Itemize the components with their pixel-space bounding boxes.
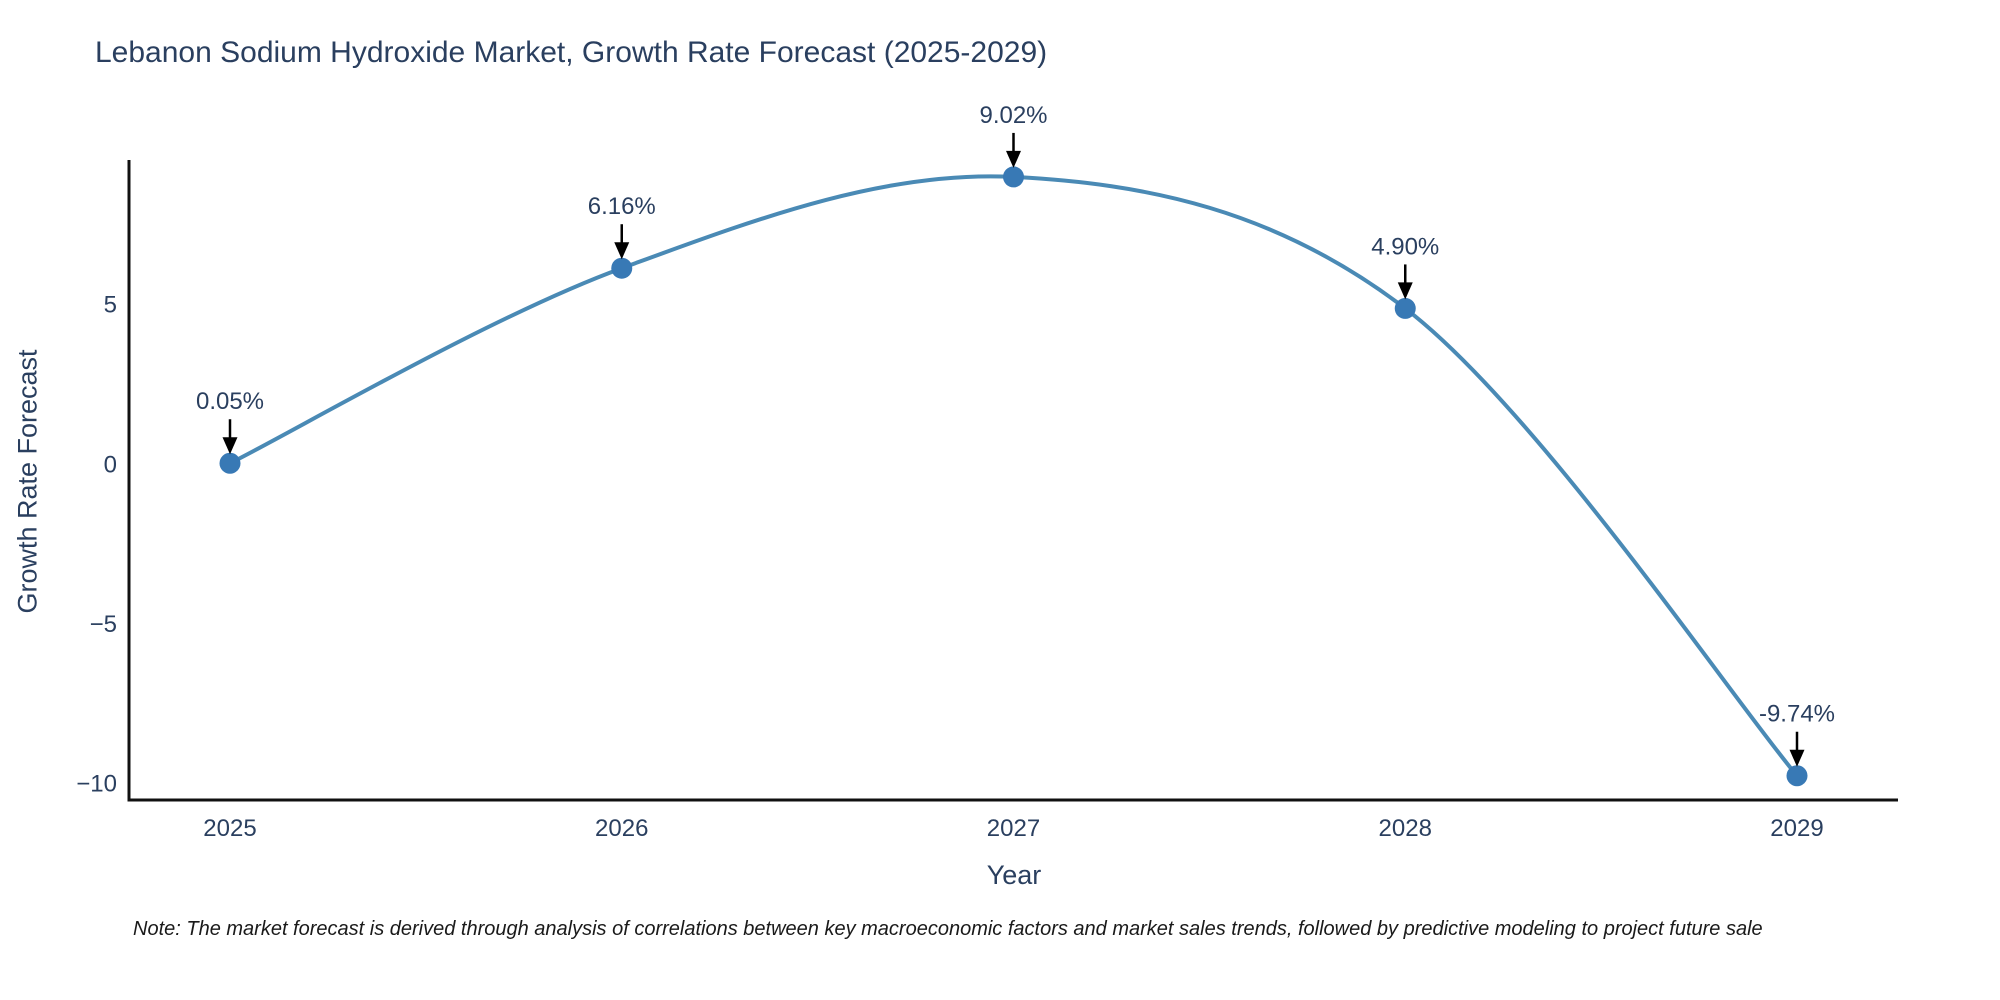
data-point-marker bbox=[1394, 297, 1416, 319]
y-tick-label: 5 bbox=[104, 292, 117, 319]
annotation-label: -9.74% bbox=[1759, 701, 1835, 728]
annotation-arrowhead bbox=[222, 437, 238, 455]
annotation-arrowhead bbox=[1006, 150, 1021, 168]
annotation-label: 9.02% bbox=[979, 102, 1047, 129]
annotation-label: 6.16% bbox=[588, 193, 656, 220]
footnote: Note: The market forecast is derived thr… bbox=[133, 918, 1763, 940]
y-tick-label: −5 bbox=[90, 611, 117, 638]
annotation-arrowhead bbox=[1397, 282, 1413, 300]
annotation-arrowhead bbox=[1789, 749, 1805, 767]
y-axis-title: Growth Rate Forecast bbox=[12, 349, 43, 614]
data-point-marker bbox=[1786, 765, 1808, 787]
chart-title: Lebanon Sodium Hydroxide Market, Growth … bbox=[95, 36, 1048, 69]
data-point-marker bbox=[219, 452, 241, 474]
curve-path bbox=[228, 174, 1799, 778]
x-tick-label: 2027 bbox=[987, 815, 1040, 842]
x-tick-label: 2028 bbox=[1379, 815, 1432, 842]
annotation-label: 4.90% bbox=[1371, 233, 1439, 260]
annotation-label: 0.05% bbox=[196, 388, 264, 415]
y-tick-label: −10 bbox=[76, 771, 117, 798]
data-point-marker bbox=[611, 257, 633, 279]
x-tick-label: 2026 bbox=[595, 815, 648, 842]
annotation-arrowhead bbox=[614, 242, 630, 260]
y-tick-label: 0 bbox=[104, 451, 117, 478]
x-axis-title: Year bbox=[986, 860, 1042, 890]
data-point-marker bbox=[1003, 166, 1024, 188]
x-tick-label: 2029 bbox=[1770, 815, 1823, 842]
x-tick-label: 2025 bbox=[203, 815, 256, 842]
